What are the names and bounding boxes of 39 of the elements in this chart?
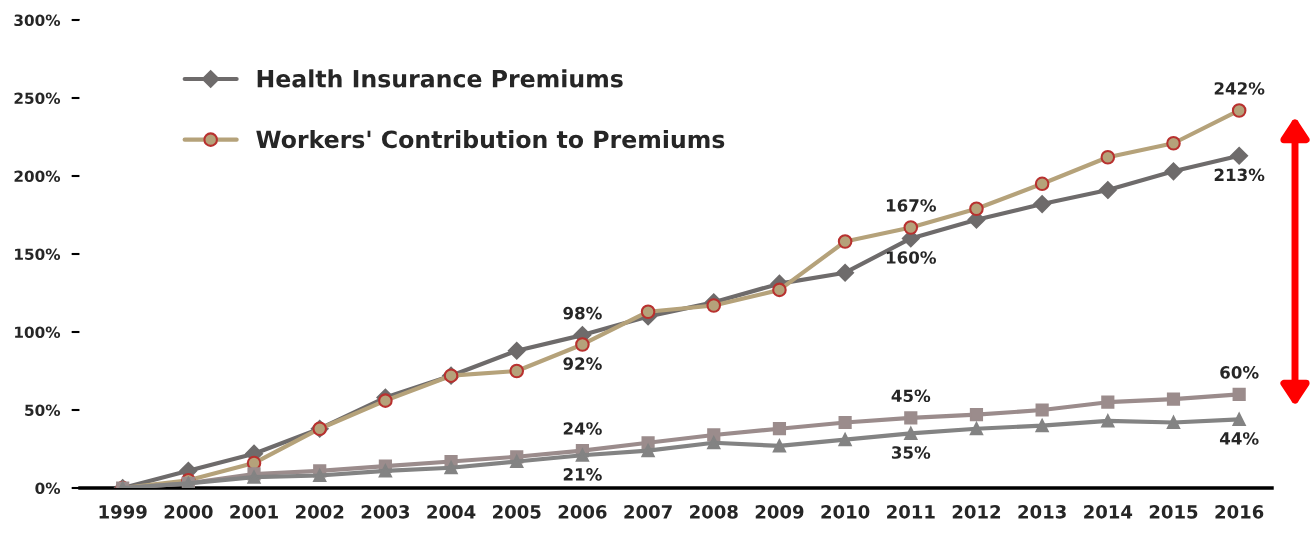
x-tick-label: 2011: [887, 504, 935, 519]
data-label: 92%: [563, 357, 602, 370]
data-label: 24%: [563, 422, 602, 435]
x-tick-label: 2004: [427, 504, 476, 519]
data-label: 60%: [1220, 366, 1259, 379]
x-tick-label: 2009: [755, 504, 804, 519]
y-tick-label: 250%: [14, 92, 61, 105]
x-tick-label: 2005: [493, 504, 541, 519]
data-label: 44%: [1219, 432, 1259, 445]
data-label: 35%: [891, 446, 931, 459]
data-label: 160%: [886, 251, 936, 264]
x-tick-label: 2001: [230, 504, 278, 519]
x-tick-label: 2010: [821, 504, 870, 519]
x-tick-label: 2008: [690, 504, 738, 519]
y-tick-label: 200%: [14, 170, 61, 183]
y-tick-label: 150%: [15, 248, 61, 261]
legend-label: Health Insurance Premiums: [257, 69, 623, 88]
x-tick-label: 2015: [1149, 504, 1198, 519]
y-tick-label: 50%: [25, 404, 61, 417]
data-label: 45%: [891, 389, 931, 403]
x-tick-label: 2002: [296, 504, 344, 519]
x-tick-label: 2003: [361, 504, 410, 519]
x-tick-label: 2012: [952, 504, 1001, 519]
x-tick-label: 2006: [558, 504, 607, 519]
x-tick-label: 2013: [1018, 504, 1066, 519]
x-tick-label: 2007: [624, 504, 672, 519]
data-label: 242%: [1214, 82, 1265, 95]
x-tick-label: 1999: [99, 505, 147, 519]
data-label: 21%: [563, 468, 602, 481]
x-tick-label: 2014: [1084, 504, 1133, 519]
y-tick-label: 0%: [35, 482, 61, 495]
y-tick-label: 100%: [15, 326, 61, 339]
data-label: 213%: [1214, 168, 1265, 182]
legend-label: Workers' Contribution to Premiums: [256, 129, 725, 149]
x-tick-label: 2016: [1215, 504, 1264, 519]
data-label: 98%: [563, 306, 602, 320]
data-label: 167%: [886, 199, 936, 212]
y-tick-label: 300%: [14, 14, 61, 27]
x-tick-label: 2000: [164, 504, 213, 519]
